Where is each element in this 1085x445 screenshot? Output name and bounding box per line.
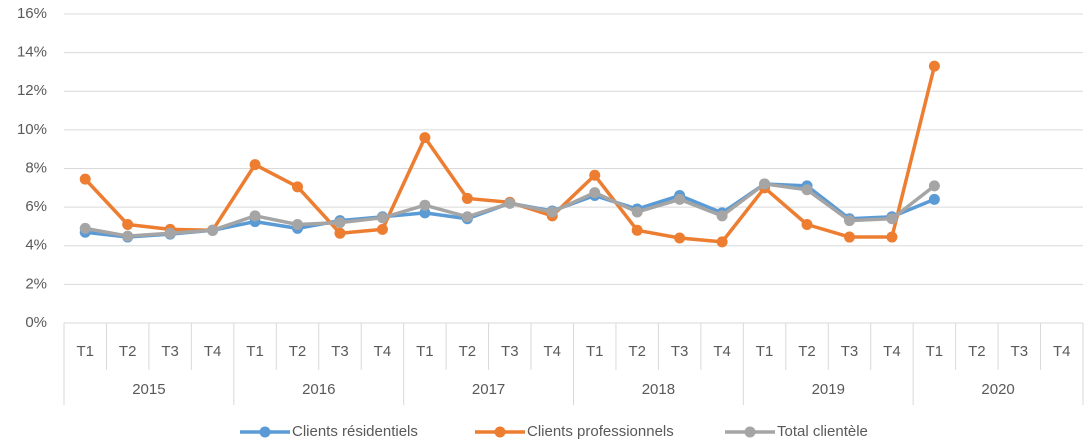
legend-label: Clients résidentiels <box>292 423 418 440</box>
point <box>292 181 304 193</box>
point <box>292 219 304 231</box>
x-tick-label: T4 <box>544 343 562 360</box>
point <box>334 217 346 229</box>
point <box>504 197 516 209</box>
point <box>631 224 643 236</box>
legend-label: Total clientèle <box>777 423 868 440</box>
point <box>843 231 855 243</box>
point <box>164 227 176 239</box>
x-tick-label: T2 <box>459 343 477 360</box>
x-tick-label: T4 <box>374 343 392 360</box>
legend-marker <box>494 426 506 438</box>
point <box>376 212 388 224</box>
y-tick-label: 14% <box>17 44 47 61</box>
x-tick-label: T2 <box>798 343 816 360</box>
x-group-label: 2015 <box>132 381 165 398</box>
x-tick-label: T1 <box>926 343 944 360</box>
x-tick-label: T2 <box>289 343 307 360</box>
point <box>419 199 431 211</box>
x-group-label: 2017 <box>472 381 505 398</box>
point <box>801 184 813 196</box>
x-group-label: 2020 <box>981 381 1014 398</box>
point <box>886 213 898 225</box>
y-tick-label: 6% <box>25 198 47 215</box>
point <box>928 180 940 192</box>
x-tick-label: T1 <box>586 343 604 360</box>
point <box>716 236 728 248</box>
legend-marker <box>744 426 756 438</box>
y-tick-label: 16% <box>17 5 47 22</box>
x-tick-label: T3 <box>331 343 349 360</box>
x-tick-label: T1 <box>756 343 774 360</box>
point <box>759 178 771 190</box>
legend-label: Clients professionnels <box>527 423 674 440</box>
x-tick-label: T4 <box>883 343 901 360</box>
y-tick-label: 0% <box>25 314 47 331</box>
point <box>461 192 473 204</box>
point <box>419 132 431 144</box>
x-tick-label: T2 <box>628 343 646 360</box>
point <box>207 224 219 236</box>
point <box>886 231 898 243</box>
point <box>631 206 643 218</box>
y-tick-label: 8% <box>25 159 47 176</box>
point <box>249 159 261 171</box>
legend-marker <box>259 426 271 438</box>
x-tick-label: T4 <box>204 343 222 360</box>
x-tick-label: T3 <box>161 343 179 360</box>
point <box>419 207 431 219</box>
x-group-label: 2018 <box>642 381 675 398</box>
point <box>843 215 855 227</box>
point <box>589 169 601 181</box>
x-tick-label: T3 <box>1011 343 1029 360</box>
point <box>79 173 91 185</box>
y-tick-label: 12% <box>17 82 47 99</box>
point <box>461 211 473 223</box>
x-tick-label: T3 <box>671 343 689 360</box>
point <box>928 193 940 205</box>
x-tick-label: T4 <box>713 343 731 360</box>
series-line <box>83 65 937 244</box>
point <box>334 227 346 239</box>
x-tick-label: T1 <box>416 343 434 360</box>
point <box>589 187 601 199</box>
x-tick-label: T2 <box>968 343 986 360</box>
x-group-label: 2016 <box>302 381 335 398</box>
point <box>546 206 558 218</box>
x-tick-label: T1 <box>246 343 264 360</box>
point <box>801 219 813 231</box>
point <box>79 222 91 234</box>
point <box>674 193 686 205</box>
x-tick-label: T1 <box>76 343 94 360</box>
point <box>122 230 134 242</box>
y-tick-label: 10% <box>17 121 47 138</box>
point <box>928 60 940 72</box>
point <box>674 232 686 244</box>
x-tick-label: T3 <box>841 343 859 360</box>
x-tick-label: T2 <box>119 343 137 360</box>
point <box>249 210 261 222</box>
point <box>716 210 728 222</box>
x-tick-label: T3 <box>501 343 519 360</box>
y-tick-label: 4% <box>25 237 47 254</box>
y-tick-label: 2% <box>25 275 47 292</box>
x-tick-label: T4 <box>1053 343 1071 360</box>
point <box>122 219 134 231</box>
x-group-label: 2019 <box>812 381 845 398</box>
point <box>376 223 388 235</box>
